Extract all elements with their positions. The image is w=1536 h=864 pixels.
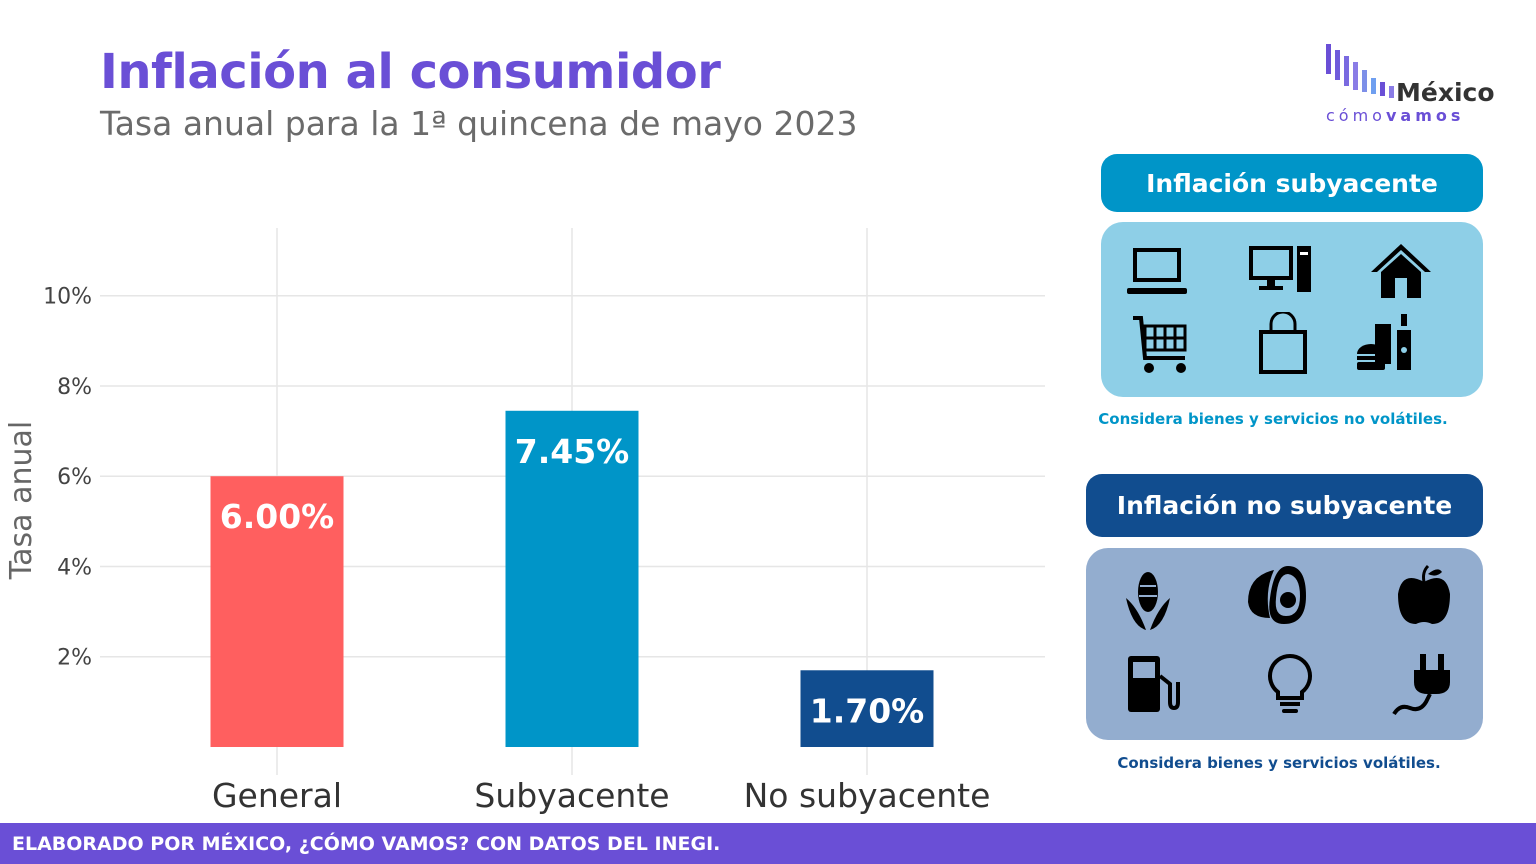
fuel-pump-icon bbox=[1128, 656, 1180, 712]
power-plug-icon bbox=[1392, 654, 1450, 716]
x-tick-label: No subyacente bbox=[744, 776, 991, 815]
bar-value-label: 6.00% bbox=[220, 497, 335, 536]
desktop-computer-icon bbox=[1249, 246, 1311, 292]
bar-value-label: 1.70% bbox=[810, 691, 925, 730]
bar bbox=[505, 410, 639, 747]
bar-chart: 2% 4% 6% 8% 10% 6.00% General 7.45% Subyacente 1.… bbox=[4, 228, 1045, 815]
apple-icon bbox=[1398, 564, 1450, 624]
footer-source: ELABORADO POR MÉXICO, ¿CÓMO VAMOS? CON D… bbox=[0, 823, 1536, 864]
core-inflation-icons-box bbox=[1101, 222, 1483, 397]
y-axis-label: Tasa anual bbox=[4, 421, 39, 580]
chart-subtitle: Tasa anual para la 1ª quincena de mayo 2… bbox=[100, 104, 858, 143]
logo-sub-light: cómo bbox=[1326, 106, 1386, 125]
core-inflation-caption: Considera bienes y servicios no volátile… bbox=[1098, 410, 1448, 428]
corn-icon bbox=[1126, 572, 1170, 630]
y-tick-label: 4% bbox=[57, 555, 92, 580]
logo-sub: cómovamos bbox=[1326, 106, 1464, 125]
y-tick-label: 8% bbox=[57, 375, 92, 400]
core-inflation-header: Inflación subyacente bbox=[1101, 154, 1483, 212]
light-bulb-icon bbox=[1268, 653, 1312, 713]
x-tick-label: General bbox=[212, 776, 342, 815]
avocado-icon bbox=[1248, 566, 1306, 624]
noncore-inflation-caption: Considera bienes y servicios volátiles. bbox=[1117, 754, 1441, 772]
y-tick-label: 10% bbox=[43, 285, 92, 310]
laptop-icon bbox=[1127, 248, 1187, 294]
x-tick-label: Subyacente bbox=[474, 776, 669, 815]
y-tick-label: 2% bbox=[57, 646, 92, 671]
noncore-inflation-icons-box bbox=[1086, 548, 1483, 740]
noncore-inflation-header: Inflación no subyacente bbox=[1086, 474, 1483, 537]
logo: México cómovamos bbox=[1320, 40, 1510, 130]
logo-sub-bold: vamos bbox=[1385, 106, 1465, 125]
logo-bars-icon bbox=[1326, 44, 1394, 98]
bar bbox=[800, 670, 934, 747]
house-icon bbox=[1371, 244, 1431, 298]
fast-food-icon bbox=[1357, 314, 1411, 370]
shopping-cart-icon bbox=[1133, 316, 1187, 373]
logo-word: México bbox=[1396, 78, 1495, 107]
chart-title: Inflación al consumidor bbox=[100, 44, 721, 100]
bar bbox=[210, 476, 344, 747]
bar-value-label: 7.45% bbox=[515, 432, 630, 471]
y-tick-label: 6% bbox=[57, 465, 92, 490]
shopping-bag-icon bbox=[1259, 312, 1307, 374]
